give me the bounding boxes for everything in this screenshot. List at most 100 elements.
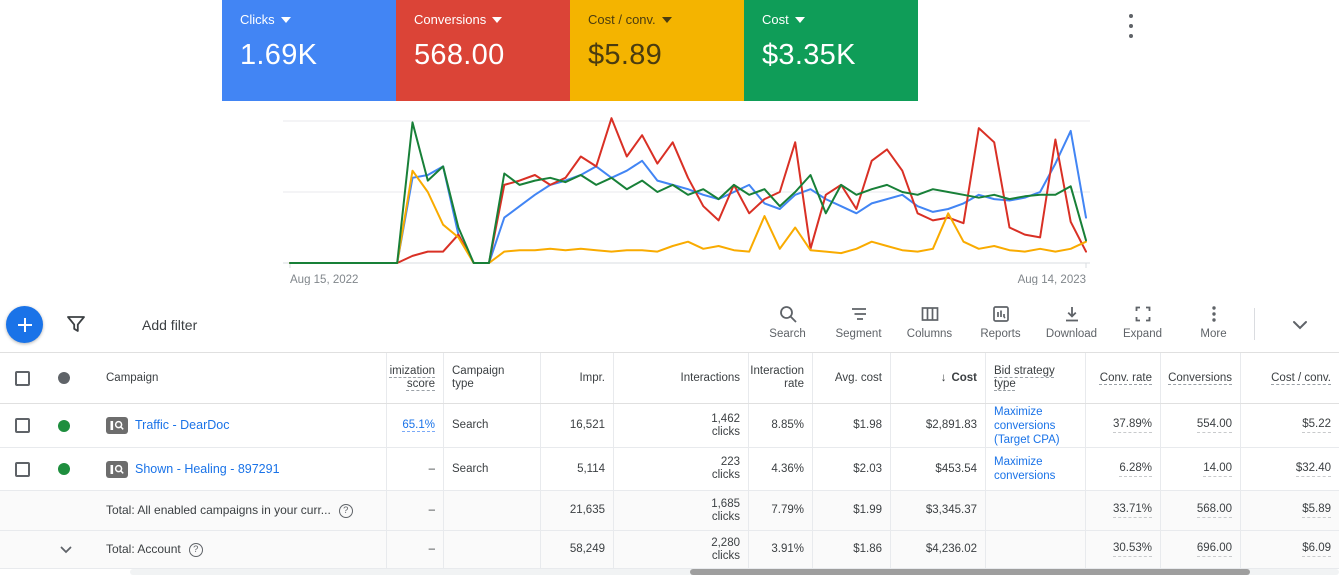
campaign-cell: Traffic - DearDoc — [86, 404, 386, 447]
row-checkbox[interactable] — [15, 461, 30, 477]
column-header-cost-per-conv[interactable]: Cost / conv. — [1240, 353, 1339, 403]
table-cell: $2.03 — [812, 448, 890, 490]
more-button[interactable]: More — [1178, 304, 1249, 340]
checkbox-cell — [0, 531, 50, 568]
table-cell: $453.54 — [890, 448, 985, 490]
table-header-row: Campaign imization score Campaign type I… — [0, 353, 1339, 404]
status-cell — [50, 448, 86, 490]
bid-strategy-link[interactable]: Maximize conversions — [994, 456, 1056, 482]
chevron-down-icon — [661, 16, 672, 23]
opt-score-cell: – — [386, 491, 443, 530]
download-icon — [1065, 307, 1078, 322]
overflow-menu-icon[interactable] — [1122, 13, 1140, 39]
table-cell: $1.86 — [812, 531, 890, 568]
scorecard-value: 1.69K — [240, 39, 318, 71]
series-clicks — [289, 129, 1087, 264]
scorecard-value: 568.00 — [414, 39, 505, 71]
table-cell: $32.40 — [1240, 448, 1339, 490]
reports-button[interactable]: Reports — [965, 304, 1036, 340]
table-cell: 4.36% — [748, 448, 812, 490]
opt-score-cell: 65.1% — [386, 404, 443, 447]
table-cell: 568.00 — [1160, 491, 1240, 530]
bid-strategy-link[interactable]: Maximize conversions (Target CPA) — [994, 405, 1060, 446]
expand-button[interactable]: Expand — [1107, 304, 1178, 340]
scorecard-cost[interactable]: Cost $3.35K — [744, 0, 918, 101]
status-dot-enabled[interactable] — [58, 419, 70, 432]
status-dot-enabled[interactable] — [58, 463, 70, 475]
search-campaign-icon — [106, 460, 128, 478]
column-header-impressions[interactable]: Impr. — [540, 353, 613, 403]
column-header-campaign[interactable]: Campaign — [106, 371, 159, 384]
table-cell: 14.00 — [1160, 448, 1240, 490]
campaign-cell: Shown - Healing - 897291 — [86, 448, 386, 490]
select-all-checkbox[interactable] — [15, 370, 30, 386]
filter-icon[interactable] — [66, 314, 86, 339]
select-all-checkbox-cell — [0, 353, 50, 403]
column-header-interactions[interactable]: Interactions — [613, 353, 748, 403]
interactions-cell: 2,280 clicks — [613, 531, 748, 568]
table-row: Shown - Healing - 897291 – Search 5,114 223 c… — [0, 448, 1339, 491]
row-checkbox[interactable] — [15, 418, 30, 433]
table-cell: 554.00 — [1160, 404, 1240, 447]
column-header-campaign-type[interactable]: Campaign type — [443, 353, 540, 403]
campaign-type-cell — [443, 491, 540, 530]
sort-descending-icon: ↓ — [940, 371, 947, 384]
table-row: Total: All enabled campaigns in your cur… — [0, 491, 1339, 531]
status-filter-dot[interactable] — [58, 372, 70, 384]
opt-score-cell: – — [386, 531, 443, 568]
campaign-type-cell: Search — [443, 448, 540, 490]
table-cell: $5.89 — [1240, 491, 1339, 530]
total-label: Total: Account — [106, 542, 181, 556]
columns-button[interactable]: Columns — [894, 304, 965, 340]
scorecard-value: $5.89 — [588, 39, 663, 71]
help-icon[interactable]: ? — [188, 542, 203, 557]
campaign-link[interactable]: Traffic - DearDoc — [135, 418, 230, 432]
expand-icon — [1135, 306, 1150, 322]
checkbox-cell — [0, 448, 50, 490]
table-row: Total: Account? –58,249 2,280 clicks 3.91% $1… — [0, 531, 1339, 569]
series-conversions — [289, 117, 1087, 264]
scorecard-conversions[interactable]: Conversions 568.00 — [396, 0, 570, 101]
campaign-type-cell: Search — [443, 404, 540, 447]
opt-score-cell: – — [386, 448, 443, 490]
column-header-bid-strategy-type[interactable]: Bid strategy type — [985, 353, 1085, 403]
table-cell: 6.28% — [1085, 448, 1160, 490]
add-filter-button[interactable]: Add filter — [142, 317, 198, 333]
column-header-optimization-score[interactable]: imization score — [386, 353, 443, 403]
campaign-link[interactable]: Shown - Healing - 897291 — [135, 461, 280, 476]
search-campaign-icon — [106, 417, 128, 434]
table-toolbar: Add filter Search Segment Columns Report… — [0, 298, 1339, 352]
reports-icon — [992, 306, 1009, 322]
search-button[interactable]: Search — [752, 304, 823, 340]
help-icon[interactable]: ? — [338, 503, 353, 518]
opt-score-link[interactable]: 65.1% — [402, 419, 435, 431]
table-cell: $4,236.02 — [890, 531, 985, 568]
toolbar-divider — [1254, 308, 1255, 340]
collapse-chevron-icon[interactable] — [1287, 312, 1313, 343]
bid-strategy-cell — [985, 531, 1085, 568]
interactions-cell: 1,685 clicks — [613, 491, 748, 530]
checkbox-cell — [0, 404, 50, 447]
segment-button[interactable]: Segment — [823, 304, 894, 340]
expander-cell — [50, 491, 86, 530]
table-cell: 5,114 — [540, 448, 613, 490]
scorecard-label: Cost — [762, 12, 789, 27]
table-cell: 3.91% — [748, 531, 812, 568]
chevron-down-icon — [492, 16, 503, 23]
scorecard-cost-conv[interactable]: Cost / conv. $5.89 — [570, 0, 744, 101]
campaigns-table: Campaign imization score Campaign type I… — [0, 352, 1339, 569]
table-body: Traffic - DearDoc 65.1% Search 16,521 1,462 c… — [0, 404, 1339, 569]
status-column-header[interactable] — [50, 353, 86, 403]
download-button[interactable]: Download — [1036, 304, 1107, 340]
interactions-cell: 223 clicks — [613, 448, 748, 490]
horizontal-scrollbar-thumb[interactable] — [690, 569, 1250, 575]
column-header-conv-rate[interactable]: Conv. rate — [1085, 353, 1160, 403]
expand-row-chevron-icon[interactable] — [58, 542, 74, 558]
add-button[interactable] — [6, 306, 43, 343]
column-header-cost[interactable]: ↓ Cost — [890, 353, 985, 403]
column-header-conversions[interactable]: Conversions — [1160, 353, 1240, 403]
scorecard-label: Conversions — [414, 12, 487, 27]
scorecard-clicks[interactable]: Clicks 1.69K — [222, 0, 396, 101]
column-header-interaction-rate[interactable]: Interaction rate — [748, 353, 812, 403]
column-header-avg-cost[interactable]: Avg. cost — [812, 353, 890, 403]
